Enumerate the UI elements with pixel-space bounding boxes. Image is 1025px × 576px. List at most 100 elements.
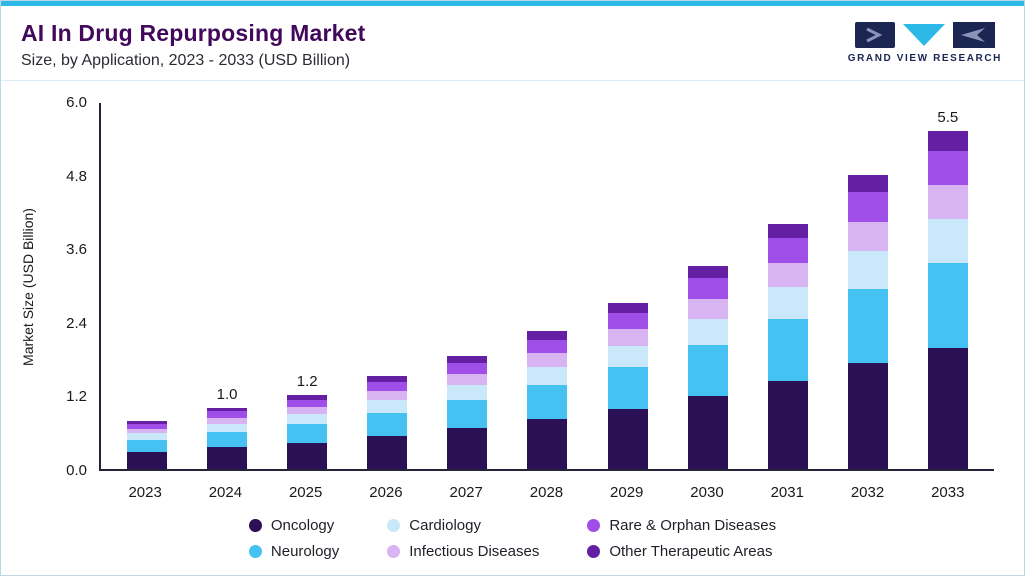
segment-cardiology-2027 bbox=[447, 385, 488, 400]
y-axis-title-wrap: Market Size (USD Billion) bbox=[15, 103, 41, 471]
segment-oncology-2033 bbox=[927, 347, 968, 469]
segment-neurology-2030 bbox=[687, 345, 728, 397]
segment-cardiology-2033 bbox=[927, 218, 968, 263]
segment-neurology-2025 bbox=[287, 424, 328, 443]
segment-neurology-2029 bbox=[607, 367, 648, 409]
legend-label-cardiology: Cardiology bbox=[409, 517, 481, 534]
legend-dot-cardiology bbox=[387, 519, 401, 532]
segment-oncology-2024 bbox=[207, 446, 248, 469]
bar-total-label-2024: 1.0 bbox=[216, 385, 238, 403]
segment-oncology-2032 bbox=[847, 362, 888, 469]
y-axis: 0.0 1.2 2.4 3.6 4.8 6.0 bbox=[41, 94, 99, 479]
segment-rare-orphan-diseases-2028 bbox=[527, 339, 568, 354]
top-accent-bar bbox=[1, 1, 1024, 6]
segment-neurology-2027 bbox=[447, 399, 488, 428]
segment-other-therapeutic-areas-2027 bbox=[447, 356, 488, 363]
bar-stack-2023 bbox=[127, 420, 168, 469]
legend-dot-rare-orphan-diseases bbox=[587, 519, 601, 532]
bar-2026 bbox=[364, 376, 410, 469]
segment-cardiology-2023 bbox=[127, 433, 168, 440]
bar-stack-2030 bbox=[687, 266, 728, 469]
gvr-logo-icon bbox=[854, 22, 995, 48]
x-tick-2029: 2029 bbox=[610, 484, 644, 501]
segment-infectious-diseases-2030 bbox=[687, 298, 728, 319]
segment-neurology-2032 bbox=[847, 289, 888, 363]
y-axis-title: Market Size (USD Billion) bbox=[20, 208, 36, 366]
segment-infectious-diseases-2028 bbox=[527, 353, 568, 368]
segment-infectious-diseases-2029 bbox=[607, 329, 648, 346]
segment-rare-orphan-diseases-2027 bbox=[447, 362, 488, 374]
bar-total-label-2033: 5.5 bbox=[937, 109, 959, 127]
segment-neurology-2033 bbox=[927, 262, 968, 348]
bar-stack-2033 bbox=[927, 131, 968, 469]
segment-rare-orphan-diseases-2025 bbox=[287, 399, 328, 408]
legend-label-neurology: Neurology bbox=[270, 543, 340, 560]
chart: Market Size (USD Billion) 0.0 1.2 2.4 3.6 4.… bbox=[15, 94, 994, 501]
x-tick-2026: 2026 bbox=[369, 484, 403, 501]
segment-cardiology-2026 bbox=[367, 400, 408, 413]
y-tick-3.6: 3.6 bbox=[66, 241, 87, 259]
bar-stack-2025 bbox=[287, 395, 328, 469]
header: AI In Drug Repurposing Market Size, by A… bbox=[1, 6, 1024, 81]
bar-2027 bbox=[444, 356, 490, 469]
segment-oncology-2027 bbox=[447, 427, 488, 469]
segment-oncology-2029 bbox=[607, 408, 648, 469]
segment-other-therapeutic-areas-2023 bbox=[127, 420, 168, 424]
legend-label-other-therapeutic-areas: Other Therapeutic Areas bbox=[609, 543, 773, 560]
segment-infectious-diseases-2032 bbox=[847, 221, 888, 252]
bar-2029 bbox=[605, 302, 651, 469]
segment-cardiology-2030 bbox=[687, 318, 728, 346]
segment-infectious-diseases-2023 bbox=[127, 428, 168, 434]
legend-label-oncology: Oncology bbox=[270, 517, 335, 534]
segment-rare-orphan-diseases-2030 bbox=[687, 278, 728, 299]
bar-2032 bbox=[845, 174, 891, 469]
segment-neurology-2023 bbox=[127, 439, 168, 452]
x-tick-2023: 2023 bbox=[128, 484, 162, 501]
legend: Oncology Cardiology Rare & Orphan Diseases… bbox=[1, 517, 1024, 560]
x-tick-2027: 2027 bbox=[449, 484, 483, 501]
segment-rare-orphan-diseases-2031 bbox=[767, 238, 808, 263]
segment-rare-orphan-diseases-2029 bbox=[607, 312, 648, 330]
segment-rare-orphan-diseases-2024 bbox=[207, 411, 248, 418]
legend-dot-oncology bbox=[248, 519, 262, 532]
x-tick-2033: 2033 bbox=[931, 484, 965, 501]
x-tick-2025: 2025 bbox=[288, 484, 323, 501]
segment-neurology-2031 bbox=[767, 319, 808, 381]
bar-stack-2031 bbox=[767, 223, 808, 469]
segment-other-therapeutic-areas-2030 bbox=[687, 266, 728, 279]
segment-infectious-diseases-2024 bbox=[207, 417, 248, 424]
legend-item-infectious-diseases: Infectious Diseases bbox=[387, 543, 539, 560]
segment-oncology-2023 bbox=[127, 451, 168, 469]
brand-text: GRAND VIEW RESEARCH bbox=[847, 53, 1002, 64]
segment-infectious-diseases-2033 bbox=[927, 185, 968, 219]
segment-other-therapeutic-areas-2029 bbox=[607, 302, 648, 313]
segment-cardiology-2025 bbox=[287, 414, 328, 425]
x-tick-2032: 2032 bbox=[850, 484, 885, 501]
segment-infectious-diseases-2031 bbox=[767, 262, 808, 288]
segment-rare-orphan-diseases-2032 bbox=[847, 192, 888, 222]
gvr-logo: GRAND VIEW RESEARCH bbox=[848, 20, 1002, 64]
bar-total-label-2025: 1.2 bbox=[296, 373, 318, 391]
segment-other-therapeutic-areas-2025 bbox=[287, 395, 328, 400]
segment-rare-orphan-diseases-2026 bbox=[367, 381, 408, 392]
legend-dot-other-therapeutic-areas bbox=[587, 545, 601, 558]
x-axis-labels: 2023 2024 2025 2026 2027 2028 2029 2030 2031 2032… bbox=[99, 471, 994, 501]
plot-area: 1.0 1.2 5.5 bbox=[99, 103, 994, 471]
bars-container: 1.0 1.2 5.5 bbox=[101, 103, 994, 469]
segment-oncology-2030 bbox=[687, 396, 728, 469]
segment-neurology-2026 bbox=[367, 412, 408, 436]
segment-rare-orphan-diseases-2023 bbox=[127, 423, 168, 429]
page-title: AI In Drug Repurposing Market bbox=[21, 20, 366, 46]
bar-2023 bbox=[124, 420, 170, 469]
segment-neurology-2028 bbox=[527, 384, 568, 420]
legend-item-neurology: Neurology bbox=[248, 543, 340, 560]
segment-other-therapeutic-areas-2033 bbox=[927, 131, 968, 152]
legend-item-rare-orphan-diseases: Rare & Orphan Diseases bbox=[587, 517, 776, 534]
segment-neurology-2024 bbox=[207, 431, 248, 447]
bar-2024: 1.0 bbox=[204, 386, 250, 469]
y-tick-4.8: 4.8 bbox=[66, 167, 87, 185]
bar-stack-2028 bbox=[527, 331, 568, 469]
legend-label-rare-orphan-diseases: Rare & Orphan Diseases bbox=[609, 517, 777, 534]
header-titles: AI In Drug Repurposing Market Size, by A… bbox=[21, 20, 365, 70]
